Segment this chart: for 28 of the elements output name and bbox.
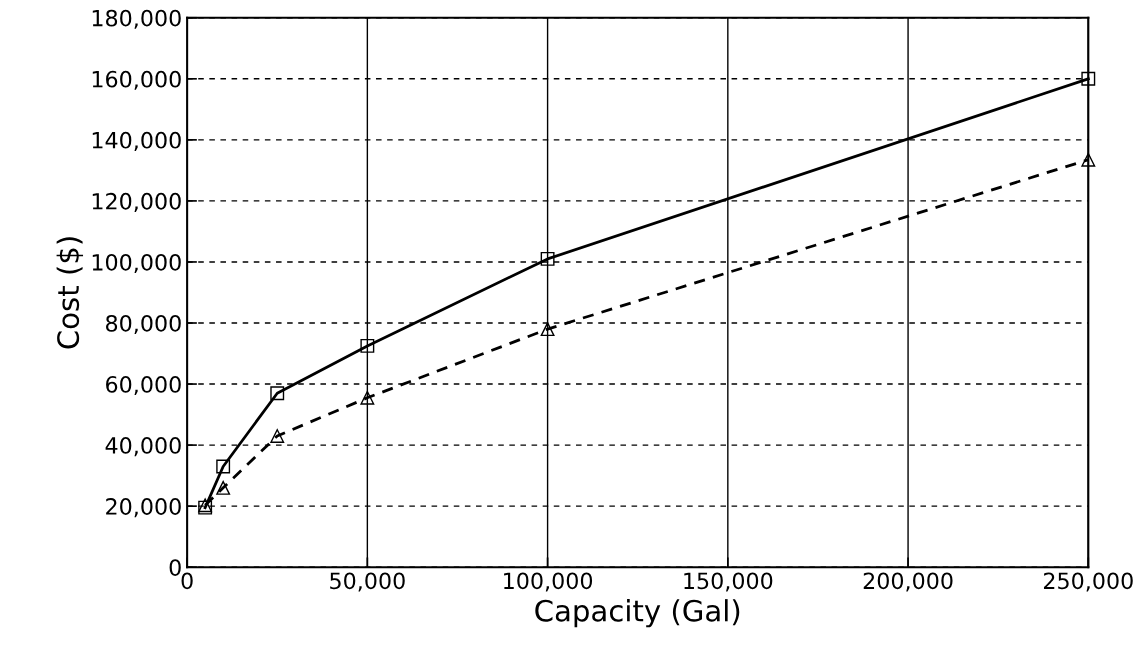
y-tick-label: 0 bbox=[169, 559, 181, 576]
y-axis-title: Cost ($) bbox=[56, 237, 84, 349]
point bbox=[1081, 152, 1096, 167]
y-tick-label: 100,000 bbox=[92, 253, 181, 273]
point bbox=[216, 459, 231, 474]
point bbox=[270, 428, 285, 443]
point bbox=[540, 322, 555, 337]
y-tick-label: 20,000 bbox=[106, 498, 181, 518]
y-tick-label: 40,000 bbox=[105, 437, 181, 457]
x-tick-label: 100,000 bbox=[504, 572, 593, 592]
point bbox=[360, 390, 375, 405]
y-tick-label: 140,000 bbox=[92, 131, 181, 151]
point bbox=[540, 251, 555, 266]
x-axis-title: Capacity (Gal) bbox=[535, 599, 740, 628]
x-tick-label: 0 bbox=[181, 572, 193, 590]
point bbox=[1081, 71, 1096, 86]
y-tick-label: 80,000 bbox=[106, 314, 181, 335]
x-tick-label: 200,000 bbox=[863, 572, 953, 592]
x-tick-label: 250,000 bbox=[1043, 572, 1133, 592]
point bbox=[216, 480, 231, 495]
x-tick-label: 150,000 bbox=[684, 572, 773, 592]
y-tick-label: 180,000 bbox=[92, 9, 181, 29]
x-tick-label: 50,000 bbox=[330, 572, 405, 592]
y-tick-label: 160,000 bbox=[92, 70, 181, 90]
y-tick-label: 60,000 bbox=[106, 376, 181, 396]
y-tick-label: 120,000 bbox=[92, 192, 181, 212]
point bbox=[360, 338, 375, 353]
point bbox=[270, 386, 285, 401]
